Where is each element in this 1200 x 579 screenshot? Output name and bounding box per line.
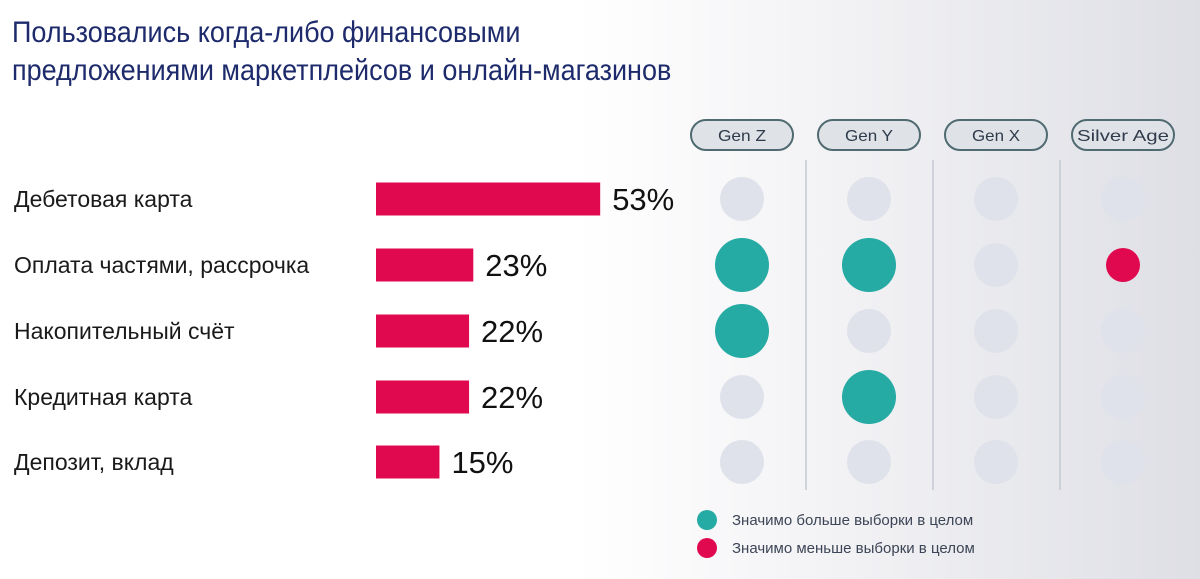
significance-dot-r4-c1 [720, 375, 764, 419]
bar-3 [376, 314, 470, 348]
bar-4 [376, 380, 470, 414]
significance-dot-r2-c2 [842, 238, 896, 292]
significance-dot-r5-c2 [847, 440, 891, 484]
category-label-2: Оплата частями, рассрочка [14, 252, 309, 278]
significance-dot-r3-c4 [1101, 309, 1145, 353]
bar-5 [376, 445, 440, 479]
significance-dot-r1-c2 [847, 177, 891, 221]
gen-pill-2 [817, 119, 921, 151]
significance-dot-r4-c3 [974, 375, 1018, 419]
significance-dot-r1-c3 [974, 177, 1018, 221]
chart-title: Пользовались когда-либо финансовыми пред… [12, 14, 671, 90]
legend-dot-higher [697, 510, 717, 530]
significance-dot-r3-c1 [715, 304, 769, 358]
legend-label-lower: Значимо меньше выборки в целом [732, 540, 975, 557]
bar-2 [376, 248, 474, 282]
category-label-1: Дебетовая карта [14, 186, 193, 212]
significance-dot-r4-c2 [842, 370, 896, 424]
gen-label-4: Silver Age [1077, 128, 1169, 145]
legend-label-higher: Значимо больше выборки в целом [732, 512, 973, 529]
chart-title-line-2: предложениями маркетплейсов и онлайн-маг… [12, 54, 672, 87]
significance-dot-r2-c4 [1106, 248, 1140, 282]
category-label-4: Кредитная карта [14, 384, 193, 410]
value-label-2: 23% [485, 248, 547, 283]
significance-dot-r1-c4 [1101, 177, 1145, 221]
value-label-3: 22% [481, 314, 543, 349]
gen-pill-4 [1071, 119, 1175, 151]
significance-dot-r2-c3 [974, 243, 1018, 287]
significance-dot-r5-c4 [1101, 440, 1145, 484]
significance-dot-r5-c1 [720, 440, 764, 484]
gen-pill-3 [944, 119, 1048, 151]
gen-pill-1 [690, 119, 794, 151]
value-label-1: 53% [612, 182, 674, 217]
value-label-4: 22% [481, 380, 543, 415]
chart-title-line-1: Пользовались когда-либо финансовыми [12, 16, 521, 49]
category-label-5: Депозит, вклад [14, 449, 174, 475]
significance-dot-r2-c1 [715, 238, 769, 292]
gen-label-1: Gen Z [718, 128, 766, 145]
significance-dot-r3-c3 [974, 309, 1018, 353]
significance-dot-r4-c4 [1101, 375, 1145, 419]
significance-dot-r5-c3 [974, 440, 1018, 484]
significance-dot-r1-c1 [720, 177, 764, 221]
category-label-3: Накопительный счёт [14, 318, 235, 344]
value-label-5: 15% [451, 445, 513, 480]
legend-dot-lower [697, 538, 717, 558]
bar-1 [376, 182, 601, 216]
gen-label-2: Gen Y [845, 128, 893, 145]
gen-label-3: Gen X [972, 128, 1020, 145]
significance-dot-r3-c2 [847, 309, 891, 353]
